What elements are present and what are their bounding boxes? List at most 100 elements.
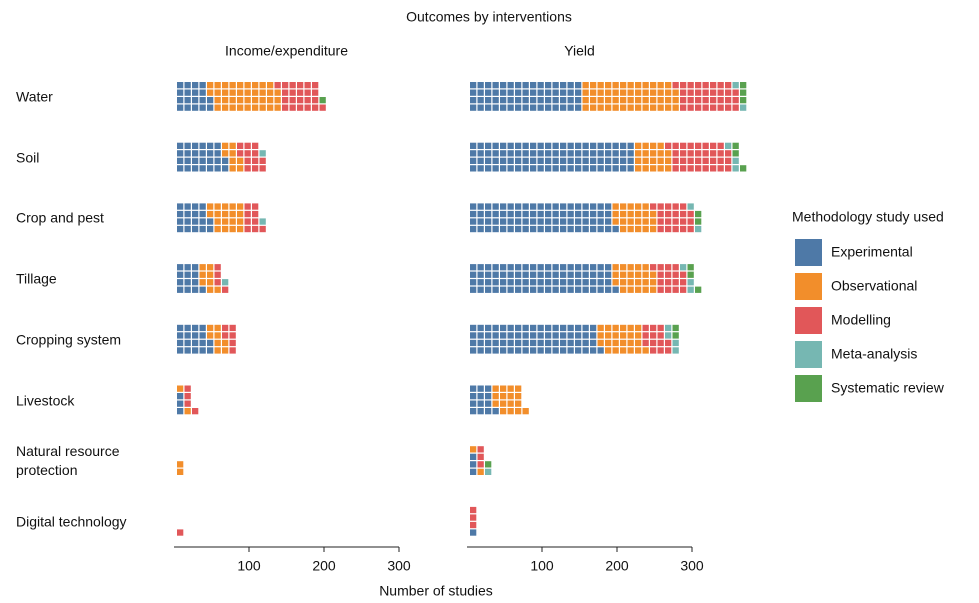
waffle-square	[657, 142, 664, 149]
waffle-square	[522, 332, 529, 339]
waffle-square	[485, 400, 492, 407]
waffle-square	[725, 104, 732, 111]
waffle-square	[312, 89, 319, 96]
panel-title: Income/expenditure	[225, 43, 348, 59]
waffle-square	[567, 339, 574, 347]
waffle-square	[635, 271, 642, 278]
waffle-square	[515, 347, 522, 354]
waffle-square	[252, 210, 259, 218]
waffle-segment	[612, 264, 657, 293]
waffle-square	[620, 142, 627, 149]
waffle-segment	[207, 324, 229, 354]
waffle-square	[515, 104, 522, 111]
waffle-square	[567, 286, 574, 293]
waffle-square	[650, 104, 657, 111]
waffle-square	[492, 339, 499, 347]
waffle-square	[605, 203, 612, 210]
waffle-square	[207, 82, 214, 89]
waffle-square	[192, 142, 199, 149]
waffle-square	[470, 279, 477, 286]
waffle-square	[477, 324, 484, 332]
waffle-square	[304, 82, 311, 89]
waffle-square	[710, 150, 717, 157]
waffle-square	[477, 393, 484, 400]
waffle-square	[732, 165, 739, 172]
waffle-square	[582, 104, 589, 111]
waffle-square	[590, 264, 597, 271]
waffle-square	[635, 218, 642, 225]
waffle-square	[642, 324, 649, 332]
waffle-segment	[470, 453, 477, 475]
waffle-square	[612, 286, 619, 293]
waffle-square	[597, 324, 604, 332]
waffle-square	[605, 332, 612, 339]
waffle-square	[665, 332, 672, 339]
waffle-square	[582, 218, 589, 225]
waffle-square	[560, 279, 567, 286]
x-tick-label: 300	[680, 558, 704, 574]
waffle-square	[575, 271, 582, 278]
waffle-square	[687, 89, 694, 96]
waffle-square	[207, 264, 214, 271]
waffle-square	[237, 97, 244, 104]
waffle-square	[229, 324, 236, 332]
waffle-square	[717, 97, 724, 104]
legend-label: Observational	[831, 278, 917, 294]
waffle-square	[612, 203, 619, 210]
waffle-square	[612, 339, 619, 347]
waffle-square	[552, 271, 559, 278]
waffle-square	[665, 97, 672, 104]
x-tick-label: 300	[387, 558, 411, 574]
waffle-square	[552, 210, 559, 218]
waffle-square	[192, 279, 199, 286]
waffle-square	[237, 82, 244, 89]
waffle-square	[252, 142, 259, 149]
waffle-segment	[177, 461, 184, 475]
waffle-segment	[732, 82, 747, 111]
waffle-square	[177, 461, 184, 468]
waffle-square	[530, 89, 537, 96]
waffle-square	[507, 157, 514, 164]
waffle-square	[477, 453, 484, 460]
waffle-square	[477, 225, 484, 233]
waffle-square	[530, 279, 537, 286]
waffle-square	[492, 264, 499, 271]
waffle-square	[680, 264, 687, 271]
waffle-square	[222, 82, 229, 89]
waffle-square	[620, 104, 627, 111]
waffle-square	[214, 332, 221, 339]
waffle-square	[702, 97, 709, 104]
waffle-square	[680, 97, 687, 104]
waffle-square	[177, 165, 184, 172]
waffle-square	[537, 150, 544, 157]
waffle-square	[612, 279, 619, 286]
waffle-square	[530, 82, 537, 89]
waffle-square	[492, 150, 499, 157]
waffle-square	[500, 165, 507, 172]
waffle-segment	[177, 385, 191, 415]
waffle-square	[605, 89, 612, 96]
waffle-segment	[582, 82, 679, 111]
waffle-square	[665, 150, 672, 157]
waffle-square	[567, 264, 574, 271]
waffle-square	[627, 165, 634, 172]
waffle-square	[237, 218, 244, 225]
waffle-square	[552, 339, 559, 347]
waffle-square	[222, 97, 229, 104]
waffle-segment	[177, 82, 214, 111]
waffle-square	[222, 89, 229, 96]
waffle-square	[695, 150, 702, 157]
x-tick-label: 200	[312, 558, 336, 574]
waffle-square	[635, 347, 642, 354]
waffle-square	[537, 225, 544, 233]
waffle-square	[665, 203, 672, 210]
waffle-segment	[635, 142, 672, 172]
waffle-square	[620, 225, 627, 233]
waffle-square	[545, 339, 552, 347]
waffle-square	[620, 82, 627, 89]
waffle-square	[507, 339, 514, 347]
waffle-square	[642, 203, 649, 210]
waffle-square	[485, 339, 492, 347]
waffle-square	[710, 157, 717, 164]
waffle-square	[545, 218, 552, 225]
